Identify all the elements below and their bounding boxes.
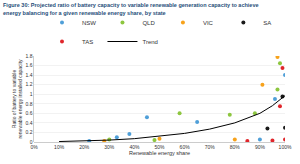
svg-text:TAS: TAS	[82, 39, 93, 45]
svg-text:0.2: 0.2	[26, 129, 33, 135]
svg-text:0.8: 0.8	[26, 101, 33, 107]
svg-text:0: 0	[30, 139, 33, 145]
svg-text:1: 1	[30, 91, 33, 97]
svg-text:VIC: VIC	[203, 20, 214, 26]
svg-text:80%: 80%	[230, 144, 241, 150]
svg-text:1.8: 1.8	[26, 53, 33, 59]
svg-text:QLD: QLD	[142, 20, 155, 26]
svg-text:1.4: 1.4	[26, 72, 33, 78]
svg-text:Figure 30: Projected ratio of: Figure 30: Projected ratio of battery ca…	[3, 2, 259, 15]
svg-text:SA: SA	[263, 20, 271, 26]
svg-text:40%: 40%	[129, 144, 140, 150]
svg-text:10%: 10%	[54, 144, 65, 150]
svg-text:90%: 90%	[255, 144, 266, 150]
svg-text:100%: 100%	[279, 144, 292, 150]
svg-text:NSW: NSW	[82, 20, 96, 26]
svg-text:1.6: 1.6	[26, 62, 33, 68]
svg-text:30%: 30%	[104, 144, 115, 150]
svg-text:0%: 0%	[30, 144, 38, 150]
svg-text:0.6: 0.6	[26, 110, 33, 116]
svg-text:Ratio of battery to variablere: Ratio of battery to variablerenewable en…	[11, 59, 24, 139]
svg-text:50%: 50%	[154, 144, 165, 150]
svg-text:20%: 20%	[79, 144, 90, 150]
svg-text:Trend: Trend	[142, 39, 157, 45]
svg-text:1.2: 1.2	[26, 81, 33, 87]
svg-text:0.4: 0.4	[26, 120, 33, 126]
svg-text:60%: 60%	[180, 144, 191, 150]
svg-text:Renewable energy share: Renewable energy share	[129, 150, 190, 156]
svg-text:70%: 70%	[205, 144, 216, 150]
